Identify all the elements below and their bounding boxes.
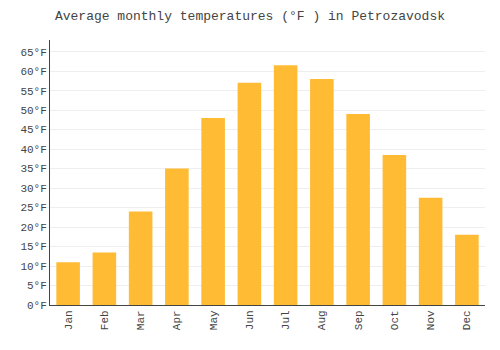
svg-text:Nov: Nov — [425, 310, 437, 330]
svg-text:Apr: Apr — [171, 310, 183, 330]
svg-text:30°F: 30°F — [20, 183, 46, 195]
svg-text:5°F: 5°F — [27, 280, 47, 292]
svg-text:40°F: 40°F — [20, 144, 46, 156]
svg-text:Jun: Jun — [244, 310, 256, 330]
svg-text:Sep: Sep — [353, 310, 365, 330]
svg-text:55°F: 55°F — [20, 86, 46, 98]
svg-text:35°F: 35°F — [20, 163, 46, 175]
svg-text:0°F: 0°F — [27, 300, 47, 312]
svg-text:May: May — [208, 310, 220, 330]
svg-text:Average monthly temperatures (: Average monthly temperatures (°F ) in Pe… — [55, 9, 445, 24]
svg-text:20°F: 20°F — [20, 222, 46, 234]
svg-text:Dec: Dec — [461, 310, 473, 330]
svg-text:50°F: 50°F — [20, 105, 46, 117]
svg-text:Feb: Feb — [99, 310, 111, 330]
svg-text:10°F: 10°F — [20, 261, 46, 273]
svg-text:45°F: 45°F — [20, 124, 46, 136]
svg-text:Jul: Jul — [280, 310, 292, 330]
svg-text:65°F: 65°F — [20, 47, 46, 59]
svg-text:Jan: Jan — [63, 310, 75, 330]
svg-text:Oct: Oct — [389, 310, 401, 330]
svg-text:Mar: Mar — [135, 310, 147, 330]
svg-text:Aug: Aug — [316, 310, 328, 330]
svg-text:15°F: 15°F — [20, 241, 46, 253]
svg-text:25°F: 25°F — [20, 202, 46, 214]
svg-text:60°F: 60°F — [20, 66, 46, 78]
